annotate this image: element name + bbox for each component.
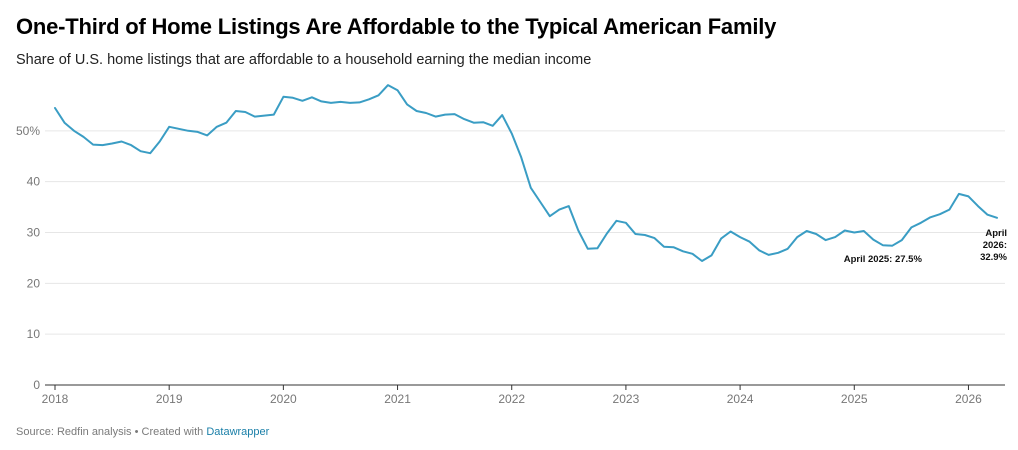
series-layer (54, 84, 998, 262)
footer: Source: Redfin analysis • Created with D… (16, 426, 269, 438)
chart-subtitle: Share of U.S. home listings that are aff… (16, 52, 592, 68)
x-tick-label: 2018 (42, 392, 69, 406)
y-tick-label: 40 (27, 175, 41, 189)
x-axis: 2018 2019 2020 2021 2022 2023 2024 2025 2026 (42, 384, 1005, 406)
x-tick-label: 2026 (955, 392, 982, 406)
series-line-0 (54, 84, 998, 262)
y-tick-label: 30 (27, 226, 41, 240)
y-tick-label: 20 (27, 276, 41, 290)
x-tick-label: 2023 (613, 392, 640, 406)
annotations: April 2025: 27.5% April 2026: 32.9% (844, 228, 1008, 265)
y-axis-tick-labels: 0 10 20 30 40 50% (16, 124, 40, 392)
datawrapper-link[interactable]: Datawrapper (206, 426, 270, 438)
x-tick-label: 2022 (498, 392, 525, 406)
x-tick-label: 2019 (156, 392, 183, 406)
annotation-april-2025: April 2025: 27.5% (844, 254, 923, 265)
y-tick-label: 50% (16, 124, 40, 138)
x-tick-label: 2021 (384, 392, 411, 406)
line-chart: 0 10 20 30 40 50% 2018 2019 2020 2021 2022 2023 202… (16, 84, 1008, 406)
source-note: Source: Redfin analysis • Created with (16, 426, 207, 438)
y-tick-label: 10 (27, 327, 41, 341)
y-tick-label: 0 (33, 378, 40, 392)
annotation-april-2026: April 2026: 32.9% (980, 228, 1007, 263)
gridlines (45, 130, 1005, 335)
x-tick-label: 2020 (270, 392, 297, 406)
chart-title: One-Third of Home Listings Are Affordabl… (16, 14, 777, 39)
x-tick-label: 2025 (841, 392, 868, 406)
x-tick-label: 2024 (727, 392, 754, 406)
